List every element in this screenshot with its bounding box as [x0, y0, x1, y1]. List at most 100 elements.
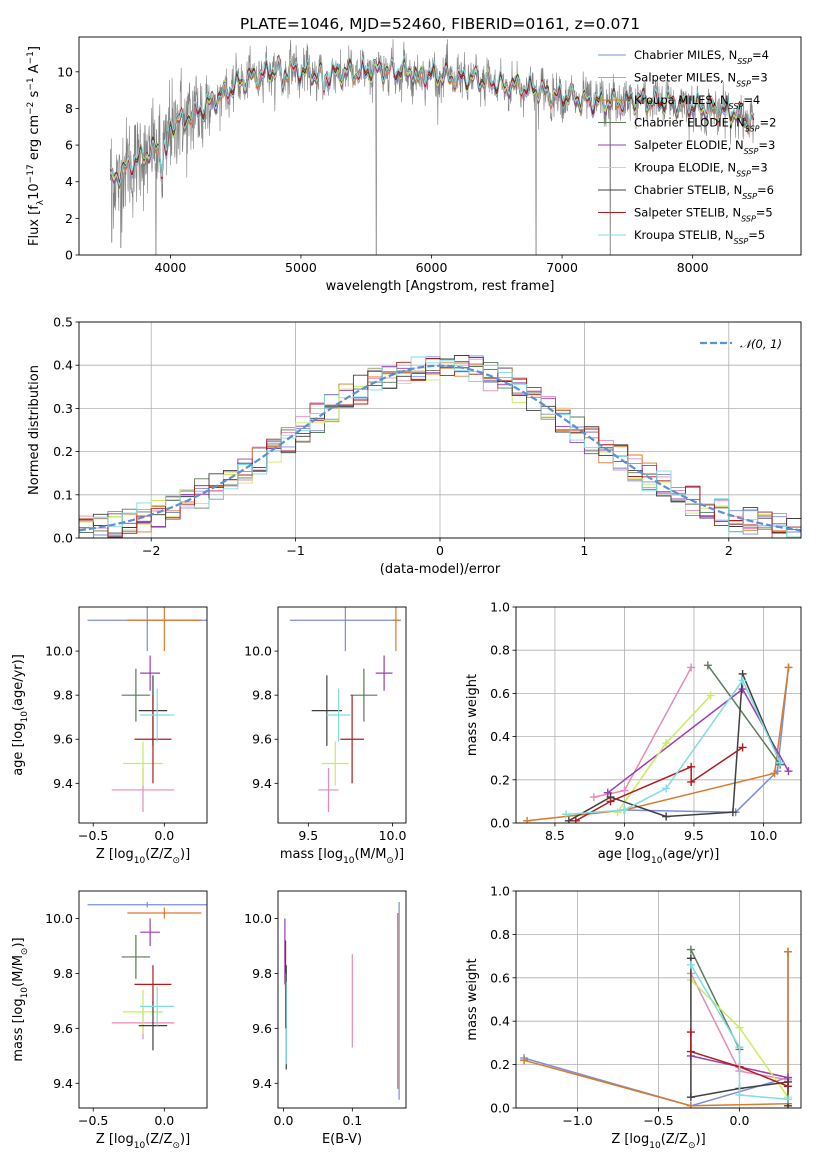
series-marker: [662, 784, 671, 793]
series-marker: [523, 816, 532, 823]
series-marker: [784, 947, 793, 956]
errorbar-salpeter-miles: [318, 767, 339, 812]
y-tick-label: 0.6: [490, 970, 510, 985]
series-marker: [706, 691, 715, 700]
model-line-kroupa-stelib: [109, 55, 754, 186]
x-tick-label: 9.5: [298, 828, 318, 843]
y-tick-label: 10.0: [244, 911, 272, 926]
series-line: [523, 951, 789, 1107]
series-marker: [776, 758, 785, 767]
y-tick-label: 2: [65, 211, 73, 226]
errorbar-kroupa-elodie: [123, 741, 163, 786]
legend-entry-chabrier-stelib: Chabrier STELIB, NSSP=6: [598, 183, 774, 201]
axes-age_vs_Z: −0.5 0.0 9.4 9.6 9.8 10.0 Z [log10​(Z/Z⊙​)] age…: [11, 606, 208, 866]
errorbar-kroupa-stelib: [140, 688, 175, 742]
series-marker: [687, 777, 696, 786]
series-marker: [613, 808, 622, 817]
y-tick-label: 0.2: [490, 1057, 510, 1072]
series-line: [616, 695, 712, 813]
errorbar-kroupa-elodie: [123, 989, 163, 1034]
y-tick-label: 0.2: [53, 444, 73, 459]
x-tick-label: 0: [436, 543, 444, 558]
x-tick-label: −0.5: [643, 1113, 673, 1128]
legend-entry-chabrier-miles: Chabrier MILES, NSSP=4: [598, 48, 769, 66]
series-line: [690, 964, 789, 1101]
y-axis-label: mass weight: [465, 958, 480, 1040]
x-tick-label: 9.0: [614, 828, 634, 843]
series-marker: [562, 810, 571, 819]
axes-frame: [78, 606, 208, 824]
errorbar-kroupa-miles: [127, 907, 202, 919]
errorbar-kroupa-miles: [392, 607, 400, 652]
x-axis-label: Z [log10​(Z/Z⊙​)]: [96, 847, 190, 866]
x-axis-label: wavelength [Angstrom, rest frame]: [326, 279, 555, 294]
errorbar-kroupa-stelib: [140, 987, 175, 1026]
axes-frame: [515, 890, 802, 1109]
errorbar-salpeter-stelib: [134, 695, 172, 784]
plot-area-residual_hist: [79, 322, 801, 538]
series-marker: [728, 808, 737, 817]
legend-label: Chabrier MILES, NSSP=4: [634, 48, 769, 66]
y-axis-label: mass [log10​(M/M⊙​)]: [11, 937, 30, 1061]
x-axis-label: E(B-V): [322, 1132, 362, 1147]
series-line: [707, 664, 781, 766]
series-marker: [686, 1093, 695, 1102]
series-marker: [686, 1101, 695, 1108]
legend-label: Kroupa MILES, NSSP=4: [634, 93, 760, 111]
y-tick-label: 9.8: [53, 966, 73, 981]
x-tick-label: 2: [725, 543, 733, 558]
x-tick-label: 5000: [285, 260, 317, 275]
series-marker: [571, 816, 580, 823]
errorbar-kroupa-stelib: [326, 688, 351, 742]
x-tick-label: −1: [286, 543, 304, 558]
legend-label: Salpeter ELODIE, NSSP=3: [634, 138, 775, 156]
y-tick-label: 10: [57, 64, 73, 79]
histogram-kroupa-stelib: [79, 356, 801, 538]
x-axis-label: Z [log10​(Z/Z⊙​)]: [611, 1132, 705, 1151]
axes-frame: [277, 606, 407, 824]
y-tick-label: 9.8: [53, 688, 73, 703]
series-chabrier-elodie: [686, 945, 744, 1054]
y-tick-label: 0.1: [53, 487, 73, 502]
series-line: [575, 746, 744, 822]
y-tick-label: 0.0: [53, 531, 73, 546]
axes-frame: [78, 321, 802, 539]
series-marker: [784, 767, 793, 776]
spectrum-legend: Chabrier MILES, NSSP=4 Salpeter MILES, NS…: [598, 48, 776, 246]
plot-area-spectrum: [109, 39, 755, 255]
y-tick-label: 0.0: [490, 816, 510, 831]
x-axis-label: Z [log10​(Z/Z⊙​)]: [96, 1132, 190, 1151]
legend-entry-salpeter-miles: Salpeter MILES, NSSP=3: [598, 71, 768, 89]
x-tick-label: 0.0: [154, 1113, 174, 1128]
series-marker: [687, 762, 696, 771]
y-tick-label: 0.0: [490, 1101, 510, 1116]
x-tick-label: 0.1: [342, 1113, 362, 1128]
legend-entry-kroupa-stelib: Kroupa STELIB, NSSP=5: [598, 228, 765, 246]
y-tick-label: 0.4: [490, 729, 510, 744]
legend-label: Salpeter STELIB, NSSP=5: [634, 206, 773, 224]
errorbar-kroupa-miles: [127, 607, 202, 652]
y-tick-label: 0.4: [490, 1014, 510, 1029]
series-kroupa-miles: [523, 663, 793, 823]
y-tick-label: 0.8: [490, 927, 510, 942]
series-marker: [738, 743, 747, 752]
series-kroupa-miles: [520, 947, 793, 1108]
errorbar-salpeter-elodie: [140, 918, 161, 946]
series-line: [690, 1032, 789, 1087]
x-tick-label: 4000: [154, 260, 186, 275]
plot-area-mass_vs_Z: [87, 901, 207, 1051]
errorbar-salpeter-elodie: [375, 655, 393, 691]
legend-label: Salpeter MILES, NSSP=3: [634, 71, 768, 89]
x-tick-label: 6000: [416, 260, 448, 275]
legend-entry-kroupa-elodie: Kroupa ELODIE, NSSP=3: [598, 161, 768, 178]
series-marker: [735, 1090, 744, 1099]
errorbar-chabrier-miles: [289, 607, 401, 652]
legend-label-gaussian: 𝒩(0, 1): [740, 337, 782, 351]
series-marker: [620, 806, 629, 815]
series-marker: [738, 676, 747, 685]
x-axis-label: mass [log10​(M/M⊙​)]: [280, 847, 404, 866]
series-salpeter-stelib: [571, 743, 747, 823]
legend-entry-chabrier-elodie: Chabrier ELODIE, NSSP=2: [598, 116, 776, 133]
errorbar-chabrier-elodie: [350, 668, 378, 722]
